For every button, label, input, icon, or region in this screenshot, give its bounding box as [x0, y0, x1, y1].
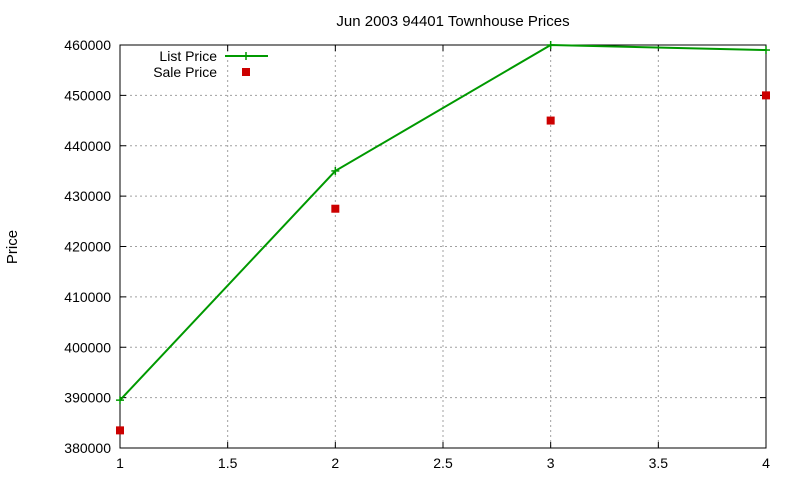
grid [120, 45, 766, 448]
tick-labels: 1 1.5 2 2.5 3 3.5 4 380000 390000 400000 410000 420… [64, 37, 770, 471]
list-price-point [331, 166, 340, 175]
x-tick-label: 1.5 [218, 455, 238, 471]
list-price-series [116, 41, 770, 405]
legend-label: List Price [159, 48, 217, 64]
legend-item-list-price: List Price [159, 48, 268, 64]
list-price-line [119, 43, 767, 401]
sale-price-point [762, 91, 770, 100]
x-tick-label: 2 [331, 455, 339, 471]
sale-price-point [331, 204, 340, 213]
y-tick-label: 460000 [64, 37, 111, 53]
y-tick-label: 430000 [64, 188, 111, 204]
y-tick-label: 450000 [64, 87, 111, 103]
x-tick-label: 1 [116, 455, 124, 471]
legend-marker [242, 52, 250, 60]
list-price-point [762, 46, 770, 55]
y-tick-label: 410000 [64, 289, 111, 305]
y-axis-label: Price [4, 230, 21, 264]
sale-price-point [546, 116, 555, 125]
list-price-point [116, 396, 124, 405]
legend-item-sale-price: Sale Price [153, 64, 250, 80]
y-tick-label: 380000 [64, 440, 111, 456]
y-tick-label: 440000 [64, 138, 111, 154]
x-tick-label: 3 [547, 455, 555, 471]
sale-price-series [116, 91, 770, 435]
legend-marker [242, 68, 250, 76]
sale-price-point [116, 426, 124, 435]
y-tick-label: 390000 [64, 390, 111, 406]
list-price-point [546, 41, 555, 49]
legend-label: Sale Price [153, 64, 217, 80]
y-tick-label: 400000 [64, 339, 111, 355]
chart-title: Jun 2003 94401 Townhouse Prices [336, 13, 569, 30]
x-tick-label: 2.5 [433, 455, 453, 471]
x-tick-label: 3.5 [649, 455, 669, 471]
x-tick-label: 4 [762, 455, 770, 471]
series-layer [116, 41, 770, 435]
y-tick-label: 420000 [64, 239, 111, 255]
